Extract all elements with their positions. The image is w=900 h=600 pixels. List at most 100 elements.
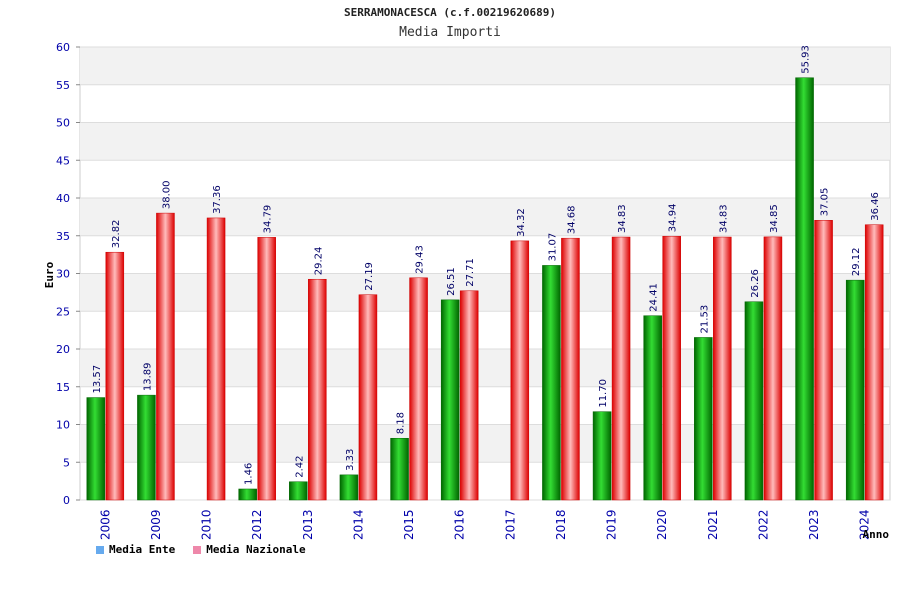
bar-media-nazionale [510,240,530,501]
bar-media-ente [592,411,612,501]
y-tick-label: 45 [56,154,70,167]
y-tick-label: 25 [56,305,70,318]
bar-media-nazionale [257,237,276,501]
data-label: 29.43 [415,245,426,274]
x-tick-label: 2022 [756,509,770,540]
y-tick-label: 55 [56,79,70,92]
y-axis-label: Euro [43,261,56,288]
y-tick-label: 40 [56,192,70,205]
data-label: 31.07 [547,233,558,262]
data-label: 38.00 [161,180,172,209]
x-tick-label: 2012 [250,509,264,540]
bar-media-ente [289,481,308,501]
y-tick-label: 20 [56,343,70,356]
data-label: 13.57 [92,365,103,394]
data-label: 29.12 [851,248,862,277]
plot-band [80,47,890,85]
data-label: 34.68 [566,206,577,235]
legend-label: Media Nazionale [206,543,306,556]
y-axis-ticks: 0 5 10 15 20 25 30 35 40 45 50 55 60 [56,41,80,507]
bar-media-ente [137,394,156,501]
chart-subtitle: Media Importi [399,25,501,40]
x-tick-label: 2016 [453,509,467,540]
y-tick-label: 0 [63,494,70,507]
y-tick-label: 10 [56,419,70,432]
data-label: 55.93 [801,45,812,74]
bar-media-nazionale [358,294,378,501]
data-label: 34.94 [668,204,679,233]
data-label: 34.32 [516,208,527,237]
data-label: 34.83 [718,204,729,233]
plot-band [80,122,890,161]
legend-item-media-nazionale: Media Nazionale [193,543,306,556]
x-tick-label: 2015 [402,509,416,540]
bar-media-nazionale [611,236,631,501]
bar-media-nazionale [814,220,833,501]
data-label: 3.33 [345,449,356,471]
x-tick-label: 2023 [807,509,821,540]
data-label: 27.19 [364,262,375,291]
data-label: 29.24 [313,247,324,276]
bar-media-ente [390,437,409,501]
x-tick-label: 2018 [554,509,568,540]
bar-media-ente [440,299,460,501]
bar-media-nazionale [105,251,125,501]
x-tick-label: 2009 [149,509,163,540]
x-tick-label: 2020 [655,509,669,540]
data-labels-group: 13.57 32.82 13.89 38.00 37.36 1.46 34.79 2.42 29… [92,45,881,485]
data-label: 26.26 [750,269,761,298]
bar-media-nazionale [662,235,681,501]
bar-media-ente [845,279,865,501]
data-label: 32.82 [111,220,122,249]
data-label: 37.36 [212,185,223,214]
x-tick-label: 2021 [706,509,720,540]
x-tick-label: 2006 [98,509,112,540]
bar-media-nazionale [561,237,580,501]
legend: Media Ente Media Nazionale [96,543,306,556]
y-tick-label: 60 [56,41,70,54]
y-tick-label: 30 [56,268,70,281]
data-label: 34.79 [263,205,274,234]
data-label: 21.53 [699,305,710,334]
bar-media-ente [795,77,814,501]
x-tick-label: 2014 [351,509,365,540]
data-label: 2.42 [294,455,305,477]
bar-media-ente [744,301,764,501]
legend-item-media-ente: Media Ente [96,543,175,556]
x-tick-label: 2024 [858,509,872,540]
data-label: 8.18 [396,412,407,434]
bar-media-nazionale [206,217,226,501]
x-tick-label: 2017 [503,509,517,540]
data-label: 37.05 [820,188,831,217]
data-label: 27.71 [465,258,476,287]
bar-media-ente [339,474,359,501]
bar-media-nazionale [156,212,175,501]
y-tick-label: 50 [56,117,70,130]
bar-media-nazionale [864,224,884,501]
y-tick-label: 35 [56,230,70,243]
bars-group [86,77,884,501]
data-label: 26.51 [446,267,457,296]
data-label: 13.89 [142,362,153,391]
x-axis-ticks: 2006 2009 2010 2012 2013 2014 2015 2016 2017 2018… [98,509,871,540]
data-label: 11.70 [598,379,609,408]
bar-media-ente [694,337,713,501]
bar-media-nazionale [308,278,327,501]
legend-swatch [96,545,104,554]
data-label: 34.83 [617,204,628,233]
data-label: 1.46 [244,463,255,485]
legend-swatch [193,545,202,554]
data-label: 24.41 [649,283,660,312]
x-tick-label: 2013 [301,509,315,540]
bar-media-ente [542,265,561,501]
bar-media-ente [238,488,257,501]
bar-media-ente [643,315,662,501]
data-label: 36.46 [870,192,881,221]
y-tick-label: 15 [56,381,70,394]
x-tick-label: 2010 [200,509,214,540]
data-label: 34.85 [769,204,780,233]
x-tick-label: 2019 [605,509,619,540]
x-axis-label: Anno [863,528,890,541]
bar-media-nazionale [409,277,428,501]
bar-media-nazionale [459,290,479,501]
